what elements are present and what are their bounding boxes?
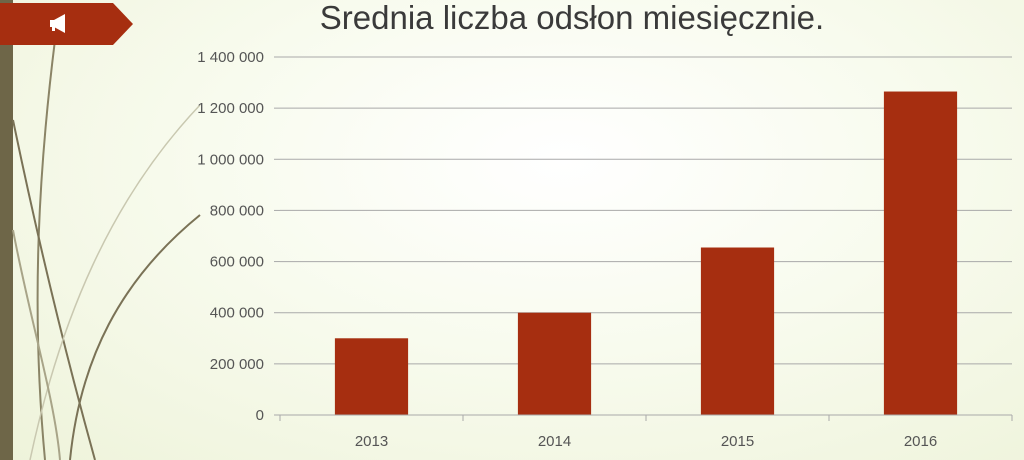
x-tick-label: 2014 (538, 433, 571, 450)
header-banner-shape (0, 3, 133, 45)
y-tick-label: 1 000 000 (197, 151, 264, 168)
bar-2016 (883, 91, 958, 416)
y-axis-ticks: 0 200 000 400 000 600 000 800 000 1 000 000 1 … (197, 49, 280, 424)
decorative-curve (29, 104, 201, 460)
y-tick-label: 0 (256, 407, 264, 424)
chart-title: Srednia liczba odsłon miesięcznie. (319, 0, 825, 36)
bar-2014 (517, 312, 592, 415)
megaphone-icon (50, 14, 65, 33)
x-tick-label: 2013 (355, 433, 388, 450)
y-tick-label: 1 400 000 (197, 49, 264, 66)
y-tick-label: 200 000 (210, 356, 264, 373)
bar-2015 (700, 247, 775, 415)
x-axis-ticks: 2013 2014 2015 2016 (279, 415, 1013, 450)
y-tick-label: 600 000 (210, 254, 264, 271)
bar-2013 (334, 338, 409, 415)
x-tick-label: 2015 (721, 433, 754, 450)
y-tick-label: 1 200 000 (197, 100, 264, 117)
decorative-curve (12, 119, 96, 460)
left-sidebar-strip (0, 0, 13, 460)
x-tick-label: 2016 (904, 433, 937, 450)
y-tick-label: 400 000 (210, 305, 264, 322)
header-banner (0, 3, 133, 45)
decorative-curve (12, 229, 61, 460)
bars (334, 91, 958, 416)
y-tick-label: 800 000 (210, 202, 264, 219)
decorative-curve (69, 214, 201, 460)
